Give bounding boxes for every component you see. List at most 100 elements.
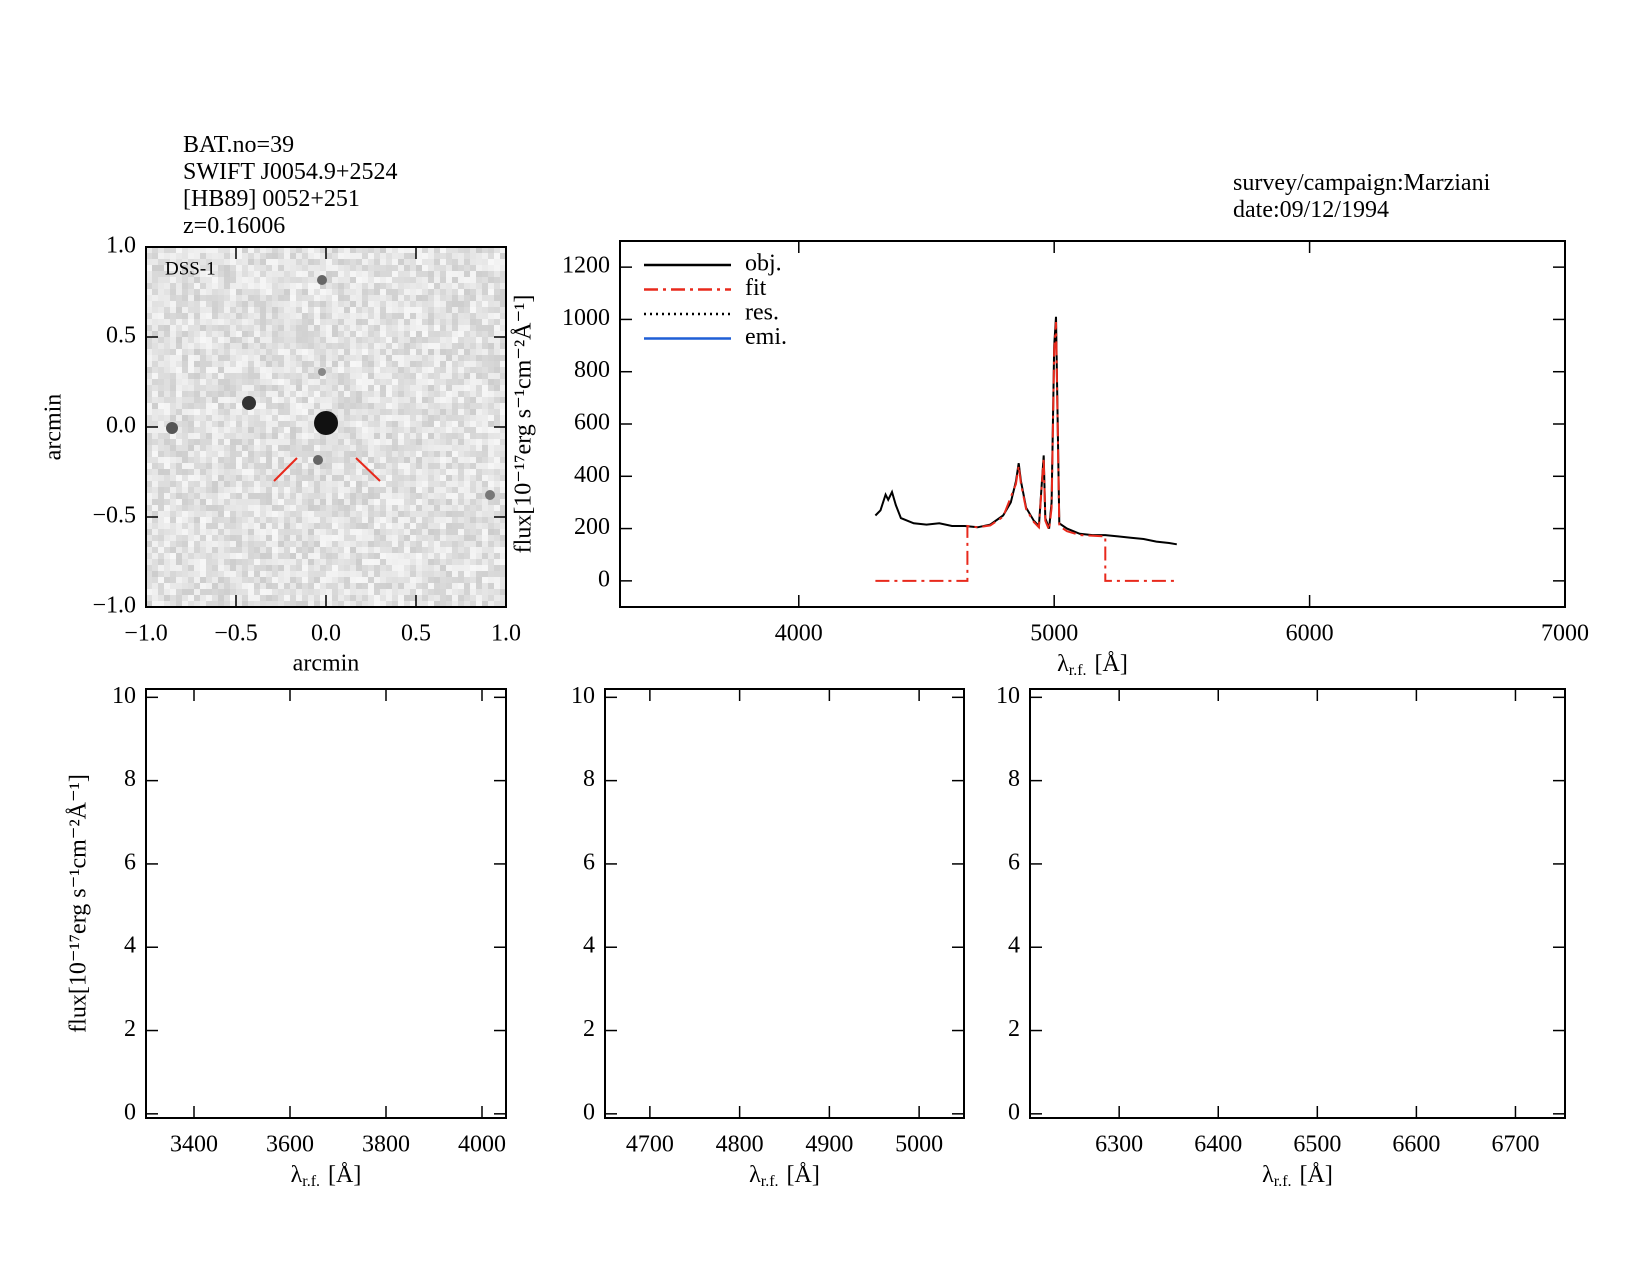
pixel [224,505,230,511]
pixel [182,427,188,433]
pixel [410,445,416,451]
pixel [326,265,332,271]
pixel [182,475,188,481]
pixel [404,493,410,499]
pixel [326,331,332,337]
pixel [200,589,206,595]
pixel [188,511,194,517]
pixel [218,463,224,469]
pixel [356,247,362,253]
pixel [356,379,362,385]
pixel [368,601,374,607]
pixel [482,541,488,547]
pixel [146,589,152,595]
pixel [446,523,452,529]
pixel [320,463,326,469]
pixel [200,487,206,493]
pixel [326,451,332,457]
pixel [272,469,278,475]
pixel [176,595,182,601]
pixel [260,385,266,391]
pixel [350,541,356,547]
pixel [158,529,164,535]
pixel [380,445,386,451]
pixel [368,307,374,313]
pixel [320,355,326,361]
pixel [428,457,434,463]
pixel [326,325,332,331]
legend-label: res. [745,300,779,326]
pixel [470,319,476,325]
pixel [248,247,254,253]
pixel [242,469,248,475]
pixel [278,565,284,571]
pixel [380,517,386,523]
pixel [494,583,500,589]
pixel [164,535,170,541]
pixel [278,475,284,481]
pixel [446,541,452,547]
pixel [488,583,494,589]
pixel [476,523,482,529]
pixel [494,463,500,469]
pixel [146,247,152,253]
pixel [428,325,434,331]
pixel [284,451,290,457]
pixel [224,415,230,421]
pixel [164,517,170,523]
pixel [200,385,206,391]
pixel [494,565,500,571]
pixel [416,511,422,517]
pixel [446,499,452,505]
pixel [182,451,188,457]
pixel [404,409,410,415]
pixel [188,373,194,379]
pixel [374,247,380,253]
pixel [200,409,206,415]
pixel [254,325,260,331]
pixel [470,475,476,481]
pixel [182,601,188,607]
pixel [152,397,158,403]
pixel [272,289,278,295]
pixel [152,529,158,535]
pixel [332,463,338,469]
pixel [320,247,326,253]
pixel [242,433,248,439]
pixel [266,541,272,547]
pixel [188,499,194,505]
pixel [398,535,404,541]
pixel [314,511,320,517]
pixel [296,439,302,445]
pixel [476,589,482,595]
pixel [434,259,440,265]
pixel [458,481,464,487]
pixel [188,547,194,553]
pixel [452,499,458,505]
pixel [464,283,470,289]
pixel [494,289,500,295]
pixel [380,271,386,277]
pixel [338,577,344,583]
pixel [272,511,278,517]
pixel [500,541,506,547]
pixel [386,547,392,553]
pixel [254,535,260,541]
pixel [158,433,164,439]
pixel [278,283,284,289]
pixel [398,403,404,409]
pixel [404,529,410,535]
pixel [296,553,302,559]
pixel [332,409,338,415]
pixel [236,517,242,523]
pixel [284,445,290,451]
pixel [188,325,194,331]
pixel [428,385,434,391]
pixel [164,307,170,313]
pixel [344,469,350,475]
pixel [428,403,434,409]
pixel [440,415,446,421]
pixel [392,505,398,511]
pixel [344,595,350,601]
pixel [308,463,314,469]
